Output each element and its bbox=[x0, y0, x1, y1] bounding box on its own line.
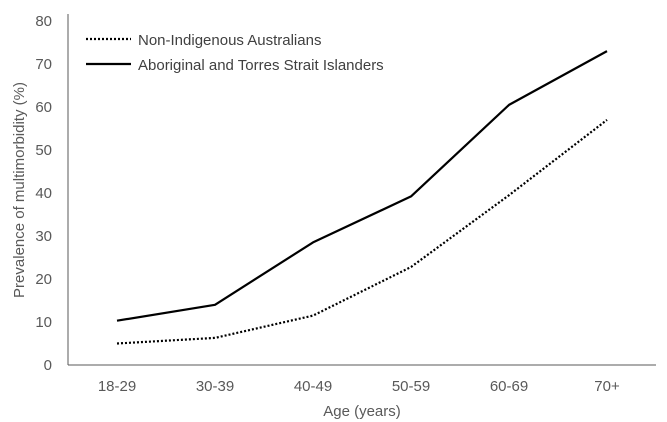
x-axis-title: Age (years) bbox=[323, 403, 401, 420]
series-line-non-indigenous bbox=[116, 119, 608, 345]
y-tick-label: 60 bbox=[35, 99, 52, 116]
y-tick-labels: 0 10 20 30 40 50 60 70 80 bbox=[35, 13, 52, 374]
y-tick-label: 70 bbox=[35, 56, 52, 73]
x-tick-label: 50-59 bbox=[392, 378, 430, 395]
legend: Non-Indigenous Australians Aboriginal an… bbox=[86, 32, 384, 74]
series-line-aboriginal bbox=[116, 50, 608, 322]
y-tick-label: 20 bbox=[35, 271, 52, 288]
x-tick-label: 30-39 bbox=[196, 378, 234, 395]
legend-label-non-indigenous: Non-Indigenous Australians bbox=[138, 32, 321, 49]
legend-label-aboriginal: Aboriginal and Torres Strait Islanders bbox=[138, 57, 384, 74]
legend-entry-aboriginal: Aboriginal and Torres Strait Islanders bbox=[86, 57, 384, 74]
y-tick-label: 30 bbox=[35, 228, 52, 245]
y-tick-label: 10 bbox=[35, 314, 52, 331]
y-tick-label: 0 bbox=[44, 357, 52, 374]
legend-entry-non-indigenous: Non-Indigenous Australians bbox=[86, 32, 321, 49]
plot-area bbox=[67, 14, 656, 366]
series-lines bbox=[116, 50, 608, 345]
x-tick-label: 70+ bbox=[594, 378, 620, 395]
y-tick-label: 80 bbox=[35, 13, 52, 30]
y-tick-label: 40 bbox=[35, 185, 52, 202]
x-tick-label: 40-49 bbox=[294, 378, 332, 395]
x-tick-labels: 18-29 30-39 40-49 50-59 60-69 70+ bbox=[98, 378, 620, 395]
x-tick-label: 18-29 bbox=[98, 378, 136, 395]
x-tick-label: 60-69 bbox=[490, 378, 528, 395]
y-tick-label: 50 bbox=[35, 142, 52, 159]
y-axis-title: Prevalence of multimorbidity (%) bbox=[11, 82, 28, 298]
